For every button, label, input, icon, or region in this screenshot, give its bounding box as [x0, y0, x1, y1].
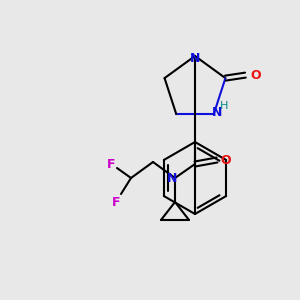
- Text: F: F: [107, 158, 115, 172]
- Text: H: H: [220, 101, 228, 111]
- Text: O: O: [221, 154, 231, 166]
- Text: F: F: [112, 196, 120, 208]
- Text: N: N: [167, 172, 177, 185]
- Text: N: N: [212, 106, 222, 119]
- Text: N: N: [190, 52, 200, 64]
- Text: O: O: [250, 69, 261, 82]
